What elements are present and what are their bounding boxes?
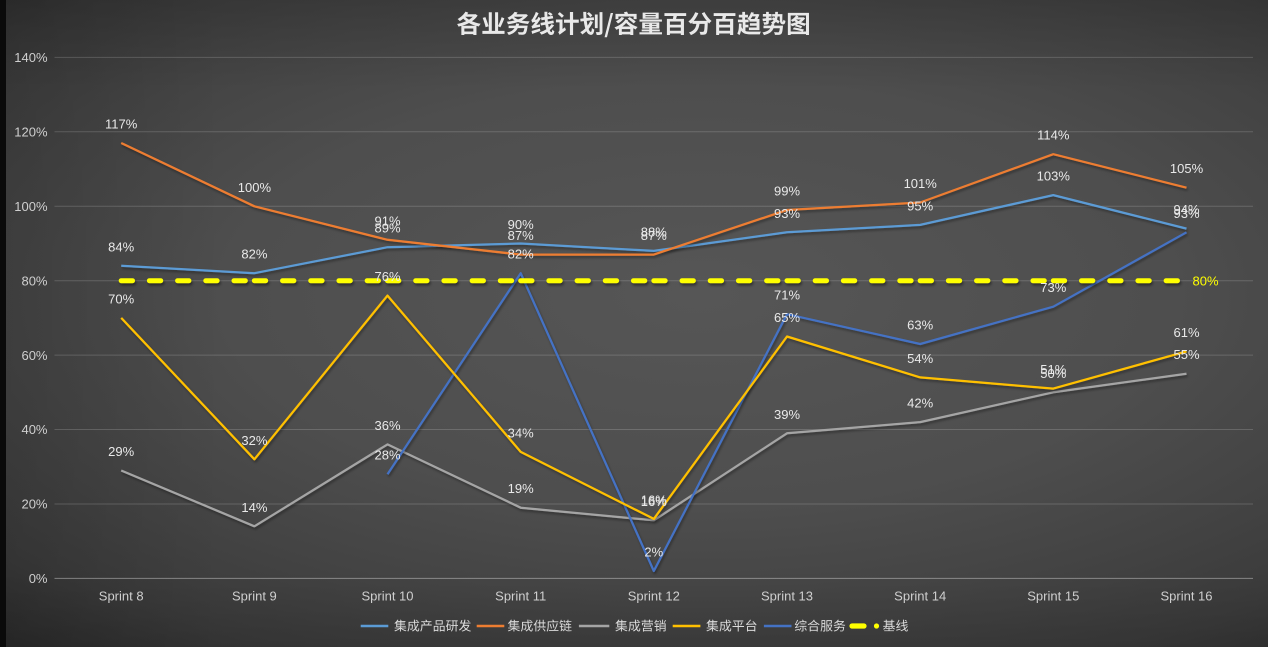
svg-text:90%: 90% (508, 217, 534, 232)
svg-text:60%: 60% (21, 348, 47, 363)
svg-text:Sprint 14: Sprint 14 (894, 589, 946, 604)
svg-text:80%: 80% (21, 273, 47, 288)
svg-text:114%: 114% (1037, 128, 1070, 143)
svg-text:82%: 82% (508, 247, 534, 262)
svg-text:101%: 101% (904, 176, 938, 191)
svg-text:Sprint 16: Sprint 16 (1160, 589, 1212, 604)
svg-text:42%: 42% (907, 396, 933, 411)
svg-text:100%: 100% (238, 180, 272, 195)
svg-text:2%: 2% (644, 545, 663, 560)
svg-text:61%: 61% (1173, 325, 1199, 340)
svg-text:32%: 32% (241, 433, 267, 448)
svg-text:51%: 51% (1040, 362, 1066, 377)
svg-text:117%: 117% (105, 117, 138, 132)
svg-text:20%: 20% (21, 497, 47, 512)
svg-text:87%: 87% (641, 228, 667, 243)
svg-text:88%: 88% (641, 224, 667, 239)
svg-text:89%: 89% (374, 221, 400, 236)
svg-text:16%: 16% (641, 494, 667, 509)
svg-text:55%: 55% (1173, 347, 1199, 362)
svg-text:82%: 82% (241, 247, 267, 262)
svg-text:103%: 103% (1037, 169, 1071, 184)
svg-text:29%: 29% (108, 444, 134, 459)
svg-text:91%: 91% (374, 213, 400, 228)
svg-text:63%: 63% (907, 318, 933, 333)
svg-text:70%: 70% (108, 291, 134, 306)
svg-text:0%: 0% (29, 571, 48, 586)
svg-text:93%: 93% (1173, 206, 1199, 221)
svg-text:54%: 54% (907, 351, 933, 366)
svg-text:50%: 50% (1040, 366, 1066, 381)
svg-text:14%: 14% (241, 500, 267, 515)
svg-text:Sprint 15: Sprint 15 (1027, 589, 1079, 604)
svg-text:19%: 19% (508, 481, 534, 496)
svg-text:120%: 120% (14, 125, 48, 140)
svg-text:93%: 93% (774, 206, 800, 221)
svg-text:105%: 105% (1170, 161, 1204, 176)
svg-text:99%: 99% (774, 184, 800, 199)
svg-text:39%: 39% (774, 407, 800, 422)
svg-text:84%: 84% (108, 239, 134, 254)
svg-text:34%: 34% (508, 425, 534, 440)
svg-text:87%: 87% (508, 228, 534, 243)
svg-text:65%: 65% (774, 310, 800, 325)
svg-text:28%: 28% (374, 448, 400, 463)
svg-text:100%: 100% (14, 199, 48, 214)
svg-text:80%: 80% (1193, 273, 1219, 288)
svg-text:76%: 76% (374, 269, 400, 284)
svg-text:Sprint 8: Sprint 8 (99, 589, 144, 604)
svg-text:Sprint 12: Sprint 12 (628, 589, 680, 604)
svg-text:94%: 94% (1173, 202, 1199, 217)
svg-text:Sprint 10: Sprint 10 (361, 589, 413, 604)
svg-text:36%: 36% (374, 418, 400, 433)
svg-text:16%: 16% (641, 492, 667, 507)
svg-text:Sprint 9: Sprint 9 (232, 589, 277, 604)
svg-text:73%: 73% (1040, 280, 1066, 295)
svg-text:95%: 95% (907, 198, 933, 213)
svg-text:Sprint 11: Sprint 11 (495, 589, 546, 604)
svg-text:140%: 140% (14, 50, 48, 65)
svg-text:Sprint 13: Sprint 13 (761, 589, 813, 604)
svg-text:71%: 71% (774, 288, 800, 303)
svg-text:40%: 40% (21, 422, 47, 437)
